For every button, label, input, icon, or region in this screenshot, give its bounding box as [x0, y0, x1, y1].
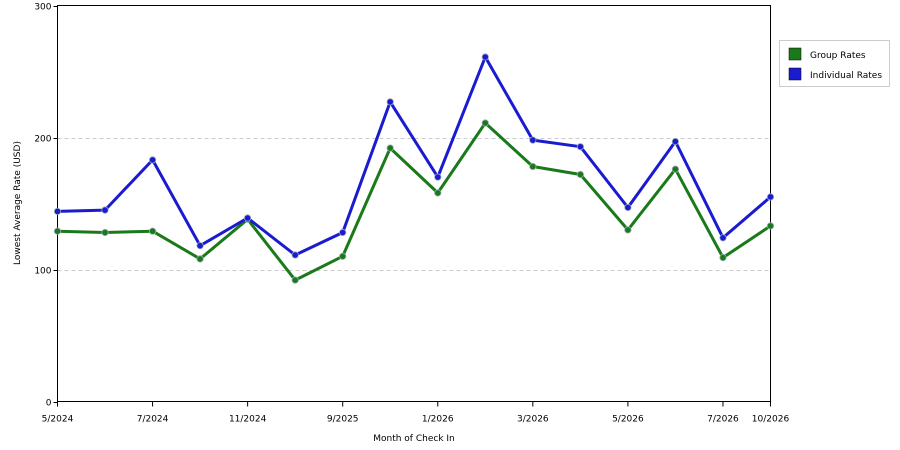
- x-tick-label: 7/2024: [137, 415, 169, 425]
- data-point: [481, 119, 489, 127]
- plot-frame: [57, 5, 771, 402]
- data-point: [101, 206, 109, 214]
- legend: Group Rates Individual Rates: [779, 40, 890, 87]
- data-point: [386, 144, 394, 152]
- x-tick-label: 5/2024: [42, 415, 74, 425]
- data-point: [386, 98, 394, 106]
- data-point: [481, 53, 489, 61]
- data-point: [624, 203, 632, 212]
- series-group: [53, 53, 775, 284]
- data-point: [53, 227, 62, 235]
- x-axis-ticks: 5/2024 7/2024 11/2024 9/2025 1/2026 3/2026 5/2…: [42, 401, 790, 425]
- y-axis-ticks: 0 100 200 300: [34, 3, 58, 409]
- legend-swatch: [788, 67, 802, 81]
- x-tick-label: 1/2026: [422, 415, 454, 425]
- y-tick-label: 200: [34, 135, 51, 145]
- data-point: [339, 252, 347, 260]
- data-point: [529, 136, 537, 144]
- series-line-0: [57, 121, 772, 282]
- data-point: [196, 242, 204, 250]
- x-axis-title: Month of Check In: [373, 434, 455, 444]
- x-tick-label: 5/2026: [612, 415, 644, 425]
- data-point: [149, 156, 157, 164]
- data-point: [434, 173, 442, 181]
- data-point: [291, 276, 299, 284]
- y-tick-label: 0: [46, 399, 52, 409]
- data-point: [101, 228, 109, 237]
- y-tick-label: 100: [34, 267, 51, 277]
- data-point: [244, 214, 252, 222]
- x-tick-label: 9/2025: [327, 415, 359, 425]
- legend-swatch: [788, 47, 802, 61]
- legend-label: Group Rates: [810, 51, 866, 61]
- x-tick-label: 3/2026: [517, 415, 549, 425]
- data-point: [624, 226, 632, 234]
- data-point: [196, 255, 204, 263]
- series-line-1: [57, 55, 772, 257]
- legend-label: Individual Rates: [810, 71, 882, 81]
- data-point: [671, 165, 680, 173]
- x-tick-label: 7/2026: [707, 415, 739, 425]
- data-point: [529, 162, 537, 171]
- data-point: [719, 234, 727, 242]
- data-point: [53, 207, 62, 215]
- y-axis-title: Lowest Average Rate (USD): [13, 141, 23, 265]
- x-tick-label: 10/2026: [752, 415, 790, 425]
- data-point: [434, 189, 442, 197]
- data-point: [719, 254, 727, 262]
- data-point: [291, 251, 299, 259]
- data-point: [576, 143, 585, 151]
- data-point: [671, 137, 680, 146]
- data-point: [766, 222, 775, 230]
- y-tick-label: 300: [34, 3, 51, 13]
- data-point: [576, 170, 585, 179]
- data-point: [766, 193, 775, 201]
- data-point: [339, 228, 347, 237]
- x-tick-label: 11/2024: [229, 415, 267, 425]
- data-point: [149, 227, 157, 235]
